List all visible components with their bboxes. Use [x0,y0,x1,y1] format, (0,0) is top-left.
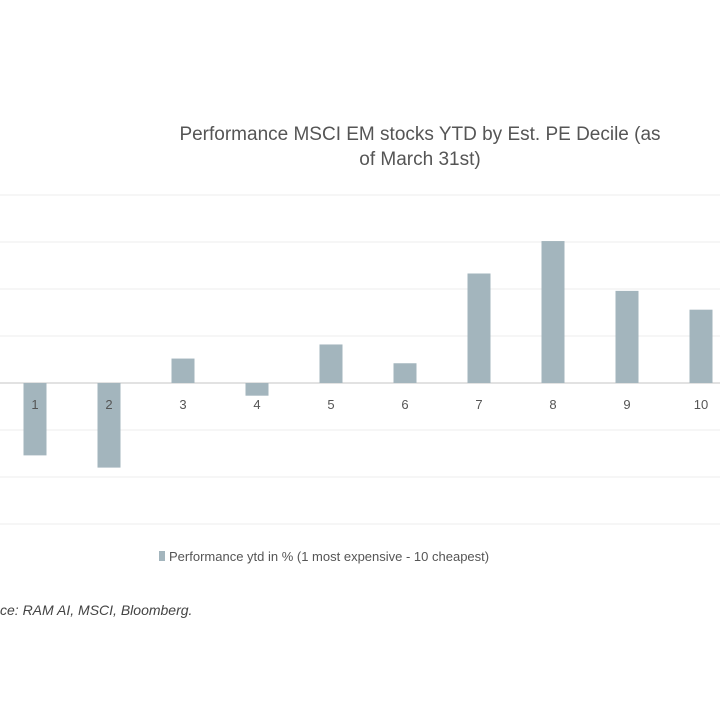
x-tick-label: 3 [179,397,186,412]
chart-title-line-2: of March 31st) [359,149,480,170]
bar-7 [467,273,491,383]
bar-6 [393,363,417,383]
bar-8 [541,241,565,383]
chart-title-line-1: Performance MSCI EM stocks YTD by Est. P… [179,124,660,145]
x-tick-label: 6 [401,397,408,412]
x-tick-label: 7 [475,397,482,412]
x-tick-label: 5 [327,397,334,412]
x-tick-label: 2 [105,397,112,412]
bar-1 [23,383,47,456]
bar-10 [689,309,713,383]
bar-5 [319,344,343,383]
bar-9 [615,290,639,383]
x-tick-label: 9 [623,397,630,412]
legend-label: Performance ytd in % (1 most expensive -… [169,549,489,564]
bars [23,241,713,468]
x-tick-label: 8 [549,397,556,412]
x-tick-labels: 1 2 3 4 5 6 7 8 9 10 [31,397,708,412]
source-note: ce: RAM AI, MSCI, Bloomberg. [0,602,192,618]
bar-3 [171,358,195,383]
bar-2 [97,383,121,468]
legend-swatch [159,551,165,561]
legend: Performance ytd in % (1 most expensive -… [159,549,489,564]
x-tick-label: 1 [31,397,38,412]
x-tick-label: 4 [253,397,260,412]
gridlines [0,194,720,525]
bar-4 [245,383,269,396]
x-tick-label: 10 [694,397,708,412]
